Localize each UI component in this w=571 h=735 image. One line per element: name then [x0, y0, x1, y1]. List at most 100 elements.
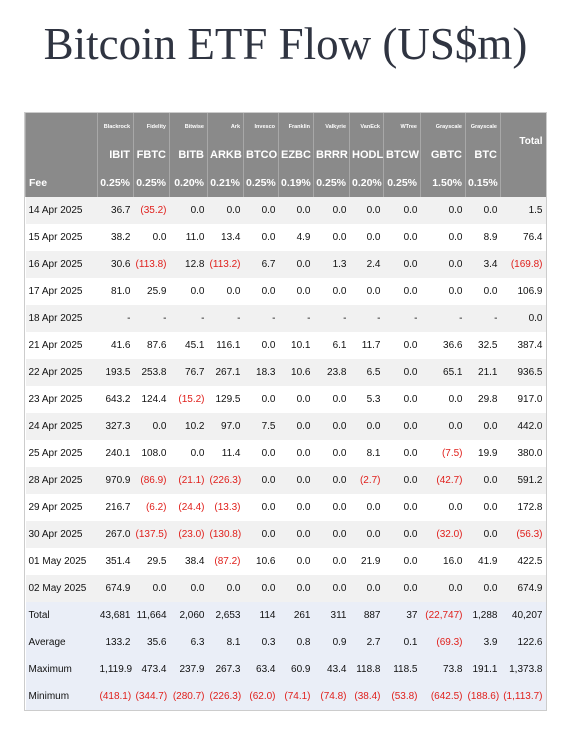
- flow-value: 936.5: [500, 359, 546, 386]
- summary-value: 118.8: [349, 656, 384, 683]
- flow-value: 380.0: [517, 448, 543, 459]
- date: 21 Apr 2025: [28, 340, 83, 351]
- summary-value: 8.1: [207, 629, 244, 656]
- date: 01 May 2025: [28, 556, 87, 567]
- flow-value: 0.0: [296, 286, 311, 297]
- flow-value: -: [465, 305, 501, 332]
- flow-value: 0.0: [261, 448, 276, 459]
- flow-value: -: [420, 305, 466, 332]
- data-row: 14 Apr 2025 36.7 (35.2) 0.0 0.0 0.0 0.0 0.0 0.0 0…: [25, 197, 546, 224]
- summary-value: (69.3): [420, 629, 466, 656]
- summary-row: Average 133.2 35.6 6.3 8.1 0.3 0.8 0.9 2.7 0.1 (69…: [25, 629, 546, 656]
- flow-value: 442.0: [500, 413, 546, 440]
- flow-value: 0.0: [296, 394, 311, 405]
- flow-value: 36.7: [97, 197, 134, 224]
- date: 30 Apr 2025: [25, 521, 98, 548]
- flow-value: 0.0: [349, 197, 384, 224]
- summary-value: (38.4): [349, 683, 384, 710]
- flow-value: 387.4: [517, 340, 543, 351]
- flow-value: 29.5: [147, 556, 167, 567]
- flow-value: 216.7: [105, 502, 131, 513]
- summary-value: (642.5): [420, 683, 466, 710]
- flow-value: 0.0: [190, 448, 205, 459]
- flow-value: 87.6: [147, 340, 167, 351]
- flow-value: 327.3: [97, 413, 134, 440]
- fee: 0.25%: [97, 169, 134, 197]
- flow-value: (42.7): [420, 467, 466, 494]
- flow-value: 38.4: [185, 556, 205, 567]
- summary-value: (74.8): [313, 683, 350, 710]
- issuer: Valkyrie: [313, 113, 350, 141]
- ticker: EZBC: [278, 141, 314, 169]
- flow-value: 21.1: [465, 359, 501, 386]
- flow-value: 0.0: [349, 413, 384, 440]
- flow-value: 4.9: [296, 232, 311, 243]
- flow-value: 10.1: [291, 340, 311, 351]
- flow-value: 0.0: [332, 394, 347, 405]
- flow-value: 0.0: [313, 575, 350, 602]
- flow-value: 21.9: [361, 556, 381, 567]
- date: 24 Apr 2025: [25, 413, 98, 440]
- flow-value: 0.0: [465, 521, 501, 548]
- flow-value: 0.0: [243, 197, 279, 224]
- date: 22 Apr 2025: [25, 359, 98, 386]
- flow-value: -: [278, 305, 314, 332]
- summary-value: 473.4: [133, 656, 170, 683]
- summary-value: 63.4: [243, 656, 279, 683]
- flow-value: 10.2: [169, 413, 208, 440]
- flow-value: 45.1: [185, 340, 205, 351]
- fee: 0.20%: [169, 169, 208, 197]
- flow-value: 917.0: [517, 394, 543, 405]
- date: 29 Apr 2025: [28, 502, 83, 513]
- date: 18 Apr 2025: [25, 305, 98, 332]
- flow-value: 0.0: [278, 197, 314, 224]
- flow-value: 11.4: [221, 448, 241, 459]
- summary-row: Minimum (418.1) (344.7) (280.7) (226.3) (62.0…: [25, 683, 546, 710]
- summary-value: 60.9: [278, 656, 314, 683]
- ticker: BTC: [465, 141, 501, 169]
- flow-value: 267.0: [97, 521, 134, 548]
- flow-value: 0.0: [278, 575, 314, 602]
- flow-value: 193.5: [97, 359, 134, 386]
- flow-value: (32.0): [420, 521, 466, 548]
- data-row: 18 Apr 2025- - - - - - - - - - -0.0: [25, 305, 546, 332]
- summary-value: 43,681: [97, 602, 134, 629]
- flow-value: 0.0: [448, 232, 463, 243]
- flow-value: 0.0: [465, 467, 501, 494]
- flow-value: 0.0: [420, 251, 466, 278]
- flow-value: 0.0: [243, 467, 279, 494]
- flow-value: 0.0: [332, 502, 347, 513]
- date: 16 Apr 2025: [25, 251, 98, 278]
- flow-value: 65.1: [420, 359, 466, 386]
- flow-value: 0.0: [313, 197, 350, 224]
- flow-value: 0.0: [243, 575, 279, 602]
- fee: 0.25%: [133, 169, 170, 197]
- flow-value: 0.0: [403, 502, 418, 513]
- flow-value: (2.7): [349, 467, 384, 494]
- ticker: FBTC: [133, 141, 170, 169]
- ticker: IBIT: [97, 141, 134, 169]
- flow-value: 124.4: [141, 394, 167, 405]
- flow-value: 0.0: [261, 232, 276, 243]
- flow-value: -: [169, 305, 208, 332]
- summary-value: 2,653: [207, 602, 244, 629]
- flow-value: 0.0: [403, 340, 418, 351]
- flow-value: 0.0: [366, 232, 381, 243]
- summary-value: 1,373.8: [500, 656, 546, 683]
- summary-value: 0.8: [278, 629, 314, 656]
- date: 28 Apr 2025: [25, 467, 98, 494]
- summary-label: Minimum: [25, 683, 98, 710]
- flow-value: 0.0: [169, 197, 208, 224]
- summary-value: 311: [313, 602, 350, 629]
- flow-value: 0.0: [313, 521, 350, 548]
- fee: 0.25%: [313, 169, 350, 197]
- summary-value: 6.3: [169, 629, 208, 656]
- flow-value: 0.0: [296, 448, 311, 459]
- flow-value: 0.0: [383, 197, 421, 224]
- summary-value: 887: [349, 602, 384, 629]
- summary-value: (226.3): [207, 683, 244, 710]
- flow-value: (13.3): [214, 502, 241, 513]
- data-row: 17 Apr 2025 81.0 25.9 0.0 0.0 0.0 0.0 0.0 0.0 0.0…: [26, 278, 546, 305]
- flow-value: 253.8: [133, 359, 170, 386]
- flow-value: 25.9: [147, 286, 167, 297]
